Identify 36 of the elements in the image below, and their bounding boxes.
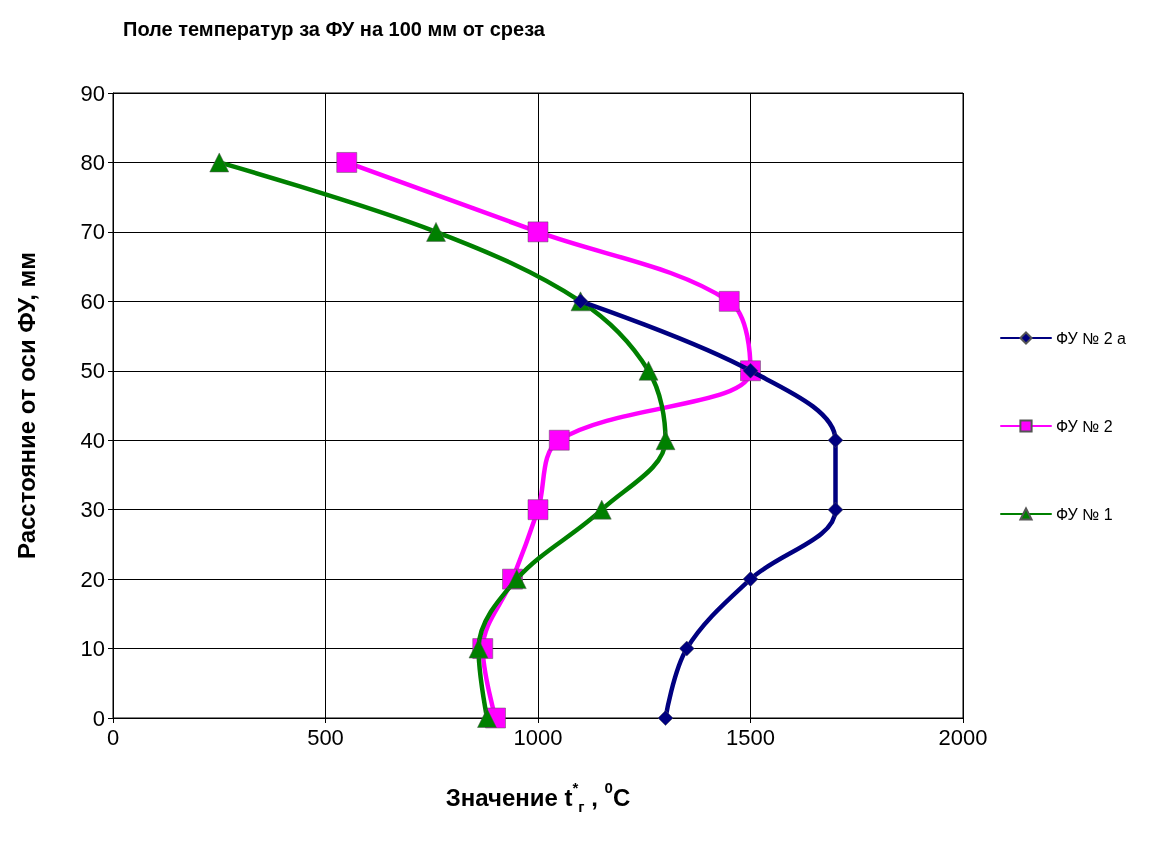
legend-label: ФУ № 1: [1056, 505, 1113, 523]
point: [209, 152, 229, 173]
y-tick-label: 80: [80, 149, 105, 175]
x-tick-label: 500: [307, 724, 344, 750]
legend-label: ФУ № 2: [1056, 417, 1113, 435]
x-tick-label: 1000: [513, 724, 563, 750]
point: [679, 640, 695, 657]
point: [827, 501, 844, 518]
y-tick-label: 0: [92, 705, 105, 731]
y-tick-label: 70: [80, 219, 105, 245]
x-tick-label: 1500: [726, 724, 775, 750]
point: [719, 291, 740, 312]
x-tick-label: 2000: [938, 724, 988, 750]
y-tick-label: 40: [80, 427, 105, 453]
point: [827, 432, 844, 448]
point: [527, 499, 549, 520]
point: [507, 569, 527, 589]
point: [527, 221, 549, 243]
y-tick-label: 50: [80, 358, 105, 384]
point: [638, 361, 659, 381]
chart-title: Поле температур за ФУ на 100 мм от среза: [123, 18, 546, 40]
point: [426, 222, 446, 242]
legend-label: ФУ № 2 а: [1056, 329, 1127, 347]
point: [657, 710, 674, 726]
point: [655, 430, 676, 450]
y-tick-label: 60: [80, 288, 105, 314]
point: [592, 499, 612, 520]
point: [549, 429, 570, 451]
y-tick-label: 10: [80, 636, 105, 662]
point: [336, 152, 357, 173]
y-tick-label: 20: [80, 566, 105, 592]
y-tick-label: 90: [80, 80, 105, 106]
y-tick-label: 30: [80, 497, 105, 523]
y-axis-title: Расстояние от оси ФУ, мм: [12, 251, 40, 560]
point: [477, 708, 497, 728]
point: [742, 571, 759, 587]
